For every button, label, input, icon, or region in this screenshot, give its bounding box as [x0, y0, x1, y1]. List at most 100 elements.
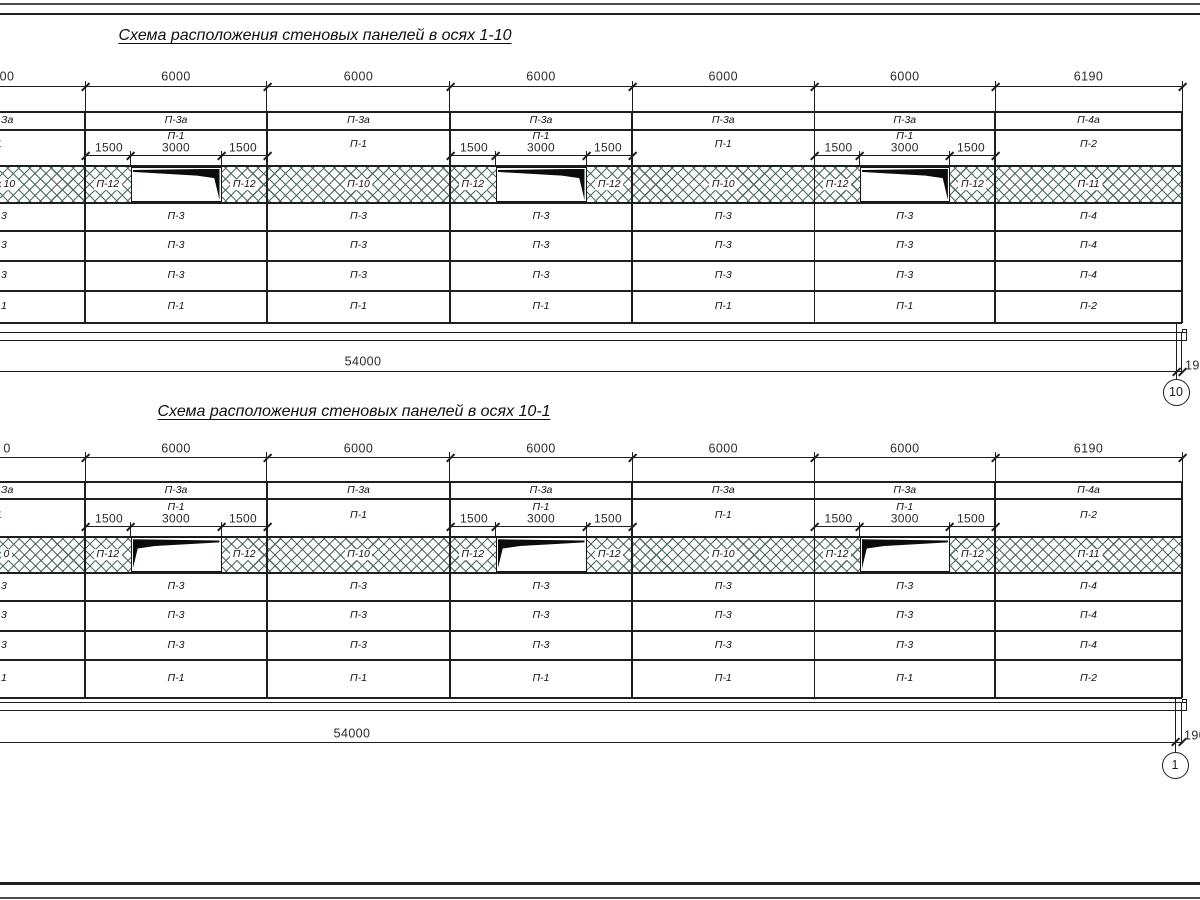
column-line	[266, 112, 268, 323]
panel-label: 3	[1, 638, 7, 651]
panel-label: П-2	[1080, 138, 1097, 151]
window-shade-flag	[861, 168, 948, 200]
window-opening	[495, 166, 587, 202]
row-line	[0, 572, 1182, 574]
sub-dimension-line	[814, 526, 995, 528]
sub-dim-label: 3000	[162, 511, 190, 526]
sub-dim-label: 1500	[957, 140, 985, 155]
panel-label: П-3а	[164, 114, 188, 127]
witness-line	[994, 451, 996, 482]
base-band	[0, 702, 1187, 711]
sub-dim-label: 1500	[824, 140, 853, 155]
witness-line	[449, 80, 451, 112]
total-dim-label-1: 54000	[344, 354, 382, 369]
panel-label: П-3	[350, 638, 367, 651]
window-opening	[130, 166, 222, 202]
panel-label: П-1	[714, 138, 732, 151]
column-line	[631, 482, 633, 698]
panel-label: П-3	[896, 210, 914, 223]
sub-dim-label: 1500	[229, 140, 257, 155]
dim-label: 6000	[526, 69, 556, 84]
panel-label: П-12	[458, 548, 487, 561]
base-band-step	[1181, 329, 1187, 333]
lintel-panel-label: П-1	[532, 501, 550, 514]
panel-label: П-2	[1080, 672, 1097, 685]
axis-circle-1: 1	[1161, 751, 1189, 779]
panel-label: П-3	[532, 580, 550, 593]
row-line	[0, 111, 1182, 113]
panel-label: П-4	[1080, 210, 1097, 223]
table-edge-line	[1181, 112, 1183, 323]
sub-dimension-line	[450, 526, 632, 528]
panel-label: П-3	[714, 609, 732, 622]
witness-line	[814, 451, 816, 482]
dim-label: 0	[3, 441, 11, 456]
witness-line	[1181, 451, 1183, 482]
panel-label: П-3	[167, 580, 185, 593]
dim-label: 6190	[1073, 441, 1104, 456]
row-line	[0, 230, 1182, 232]
panel-label: П-3а	[893, 114, 917, 127]
panel-label: 1	[1, 300, 7, 313]
witness-line	[631, 80, 633, 112]
panel-label: П-3	[896, 638, 914, 651]
witness-line	[494, 521, 496, 537]
window-opening	[130, 537, 222, 572]
lintel-panel-label: П-1	[532, 130, 550, 143]
panel-label: П-4	[1080, 239, 1097, 252]
row-line	[0, 260, 1182, 262]
panel-label: П-3а	[529, 483, 553, 496]
sub-dim-label: 1500	[95, 511, 123, 526]
dim-label: 00	[0, 69, 15, 84]
panel-label: П-4	[1080, 269, 1097, 282]
panel-label: П-3	[896, 580, 914, 593]
witness-line	[1181, 80, 1183, 112]
panel-label: П-10	[709, 178, 738, 191]
witness-line	[266, 451, 268, 482]
window-shade-flag	[861, 539, 948, 570]
panel-label: За	[1, 114, 14, 127]
witness-line	[129, 150, 131, 166]
panel-label: П-3	[714, 638, 732, 651]
dim-label: 6000	[526, 441, 556, 456]
panel-label: П-3	[167, 609, 185, 622]
panel-label: П-4	[1080, 638, 1097, 651]
panel-label: П-4а	[1077, 114, 1100, 127]
row-line	[0, 481, 1182, 483]
row-line	[0, 129, 1182, 131]
witness-line	[84, 451, 86, 482]
witness-line	[220, 150, 222, 166]
panel-label: П-3а	[711, 114, 735, 127]
panel-label: П-3	[167, 239, 185, 252]
panel-label: 3	[1, 580, 7, 593]
witness-line	[129, 521, 131, 537]
panel-label: П-10	[344, 548, 373, 561]
panel-label: П-3	[350, 210, 367, 223]
panel-label: П-4	[1080, 609, 1097, 622]
panel-label: П-3	[167, 269, 185, 282]
panel-label: П-12	[958, 548, 987, 561]
panel-label: П-3	[896, 239, 914, 252]
panel-label: П-3а	[711, 483, 735, 496]
sub-dim-label: 1500	[460, 511, 488, 526]
table-edge-line	[1181, 482, 1183, 698]
panel-label: За	[1, 483, 14, 496]
lintel-panel-label: П-1	[167, 130, 185, 143]
axis-circle-10: 10	[1162, 378, 1190, 406]
column-line	[631, 112, 633, 323]
window-opening	[859, 166, 950, 202]
dim-label: 6000	[161, 441, 191, 456]
panel-label: П-4а	[1077, 483, 1100, 496]
witness-line	[994, 80, 996, 112]
sub-dim-label: 3000	[162, 140, 190, 155]
panel-label: П-12	[958, 178, 987, 191]
total-dim-label-2: 54000	[333, 726, 371, 741]
panel-label: П-3а	[529, 114, 553, 127]
window-opening	[859, 537, 950, 572]
column-line	[813, 112, 816, 323]
panel-label: П-1	[532, 300, 550, 313]
panel-label: П-1	[532, 672, 550, 685]
sub-dim-label: 1500	[594, 140, 622, 155]
